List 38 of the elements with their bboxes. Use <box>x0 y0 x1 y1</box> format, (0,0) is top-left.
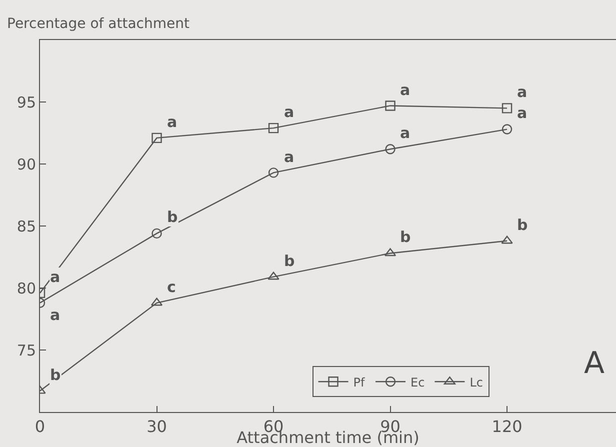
y-tick-label: 80 <box>16 279 36 298</box>
annotation: a <box>517 83 528 101</box>
annotation: a <box>284 103 294 121</box>
annotation: c <box>167 278 176 296</box>
legend-label: Lc <box>470 375 483 390</box>
annotation: a <box>50 268 60 286</box>
x-tick-label: 120 <box>492 417 522 436</box>
y-tick-label: 85 <box>16 217 36 236</box>
annotation: a <box>400 124 410 142</box>
y-axis-title: Percentage of attachment <box>7 16 190 32</box>
point <box>501 236 513 244</box>
annotation: a <box>400 81 410 99</box>
annotation: a <box>167 113 178 131</box>
annotation: b <box>167 208 178 226</box>
annotation: b <box>400 228 411 246</box>
point <box>502 124 512 134</box>
point <box>152 228 162 239</box>
annotation: a <box>284 148 294 166</box>
y-tick-label: 95 <box>16 93 36 112</box>
point <box>268 272 280 280</box>
legend-label: Ec <box>410 375 425 390</box>
point <box>268 168 279 178</box>
annotation: b <box>50 366 61 384</box>
y-tick-label: 75 <box>16 341 36 360</box>
annotation: a <box>517 104 528 122</box>
y-tick-label: 90 <box>16 155 36 174</box>
point <box>268 122 279 134</box>
point <box>385 144 396 154</box>
point <box>502 103 512 114</box>
x-tick-label: 30 <box>146 417 167 436</box>
point <box>385 100 396 111</box>
point <box>152 132 162 144</box>
annotation: A <box>584 346 605 381</box>
legend-label: Pf <box>353 375 366 390</box>
x-tick-label: 0 <box>34 417 46 436</box>
annotation: b <box>517 216 528 234</box>
annotation: b <box>284 252 295 270</box>
annotation: a <box>50 306 60 324</box>
